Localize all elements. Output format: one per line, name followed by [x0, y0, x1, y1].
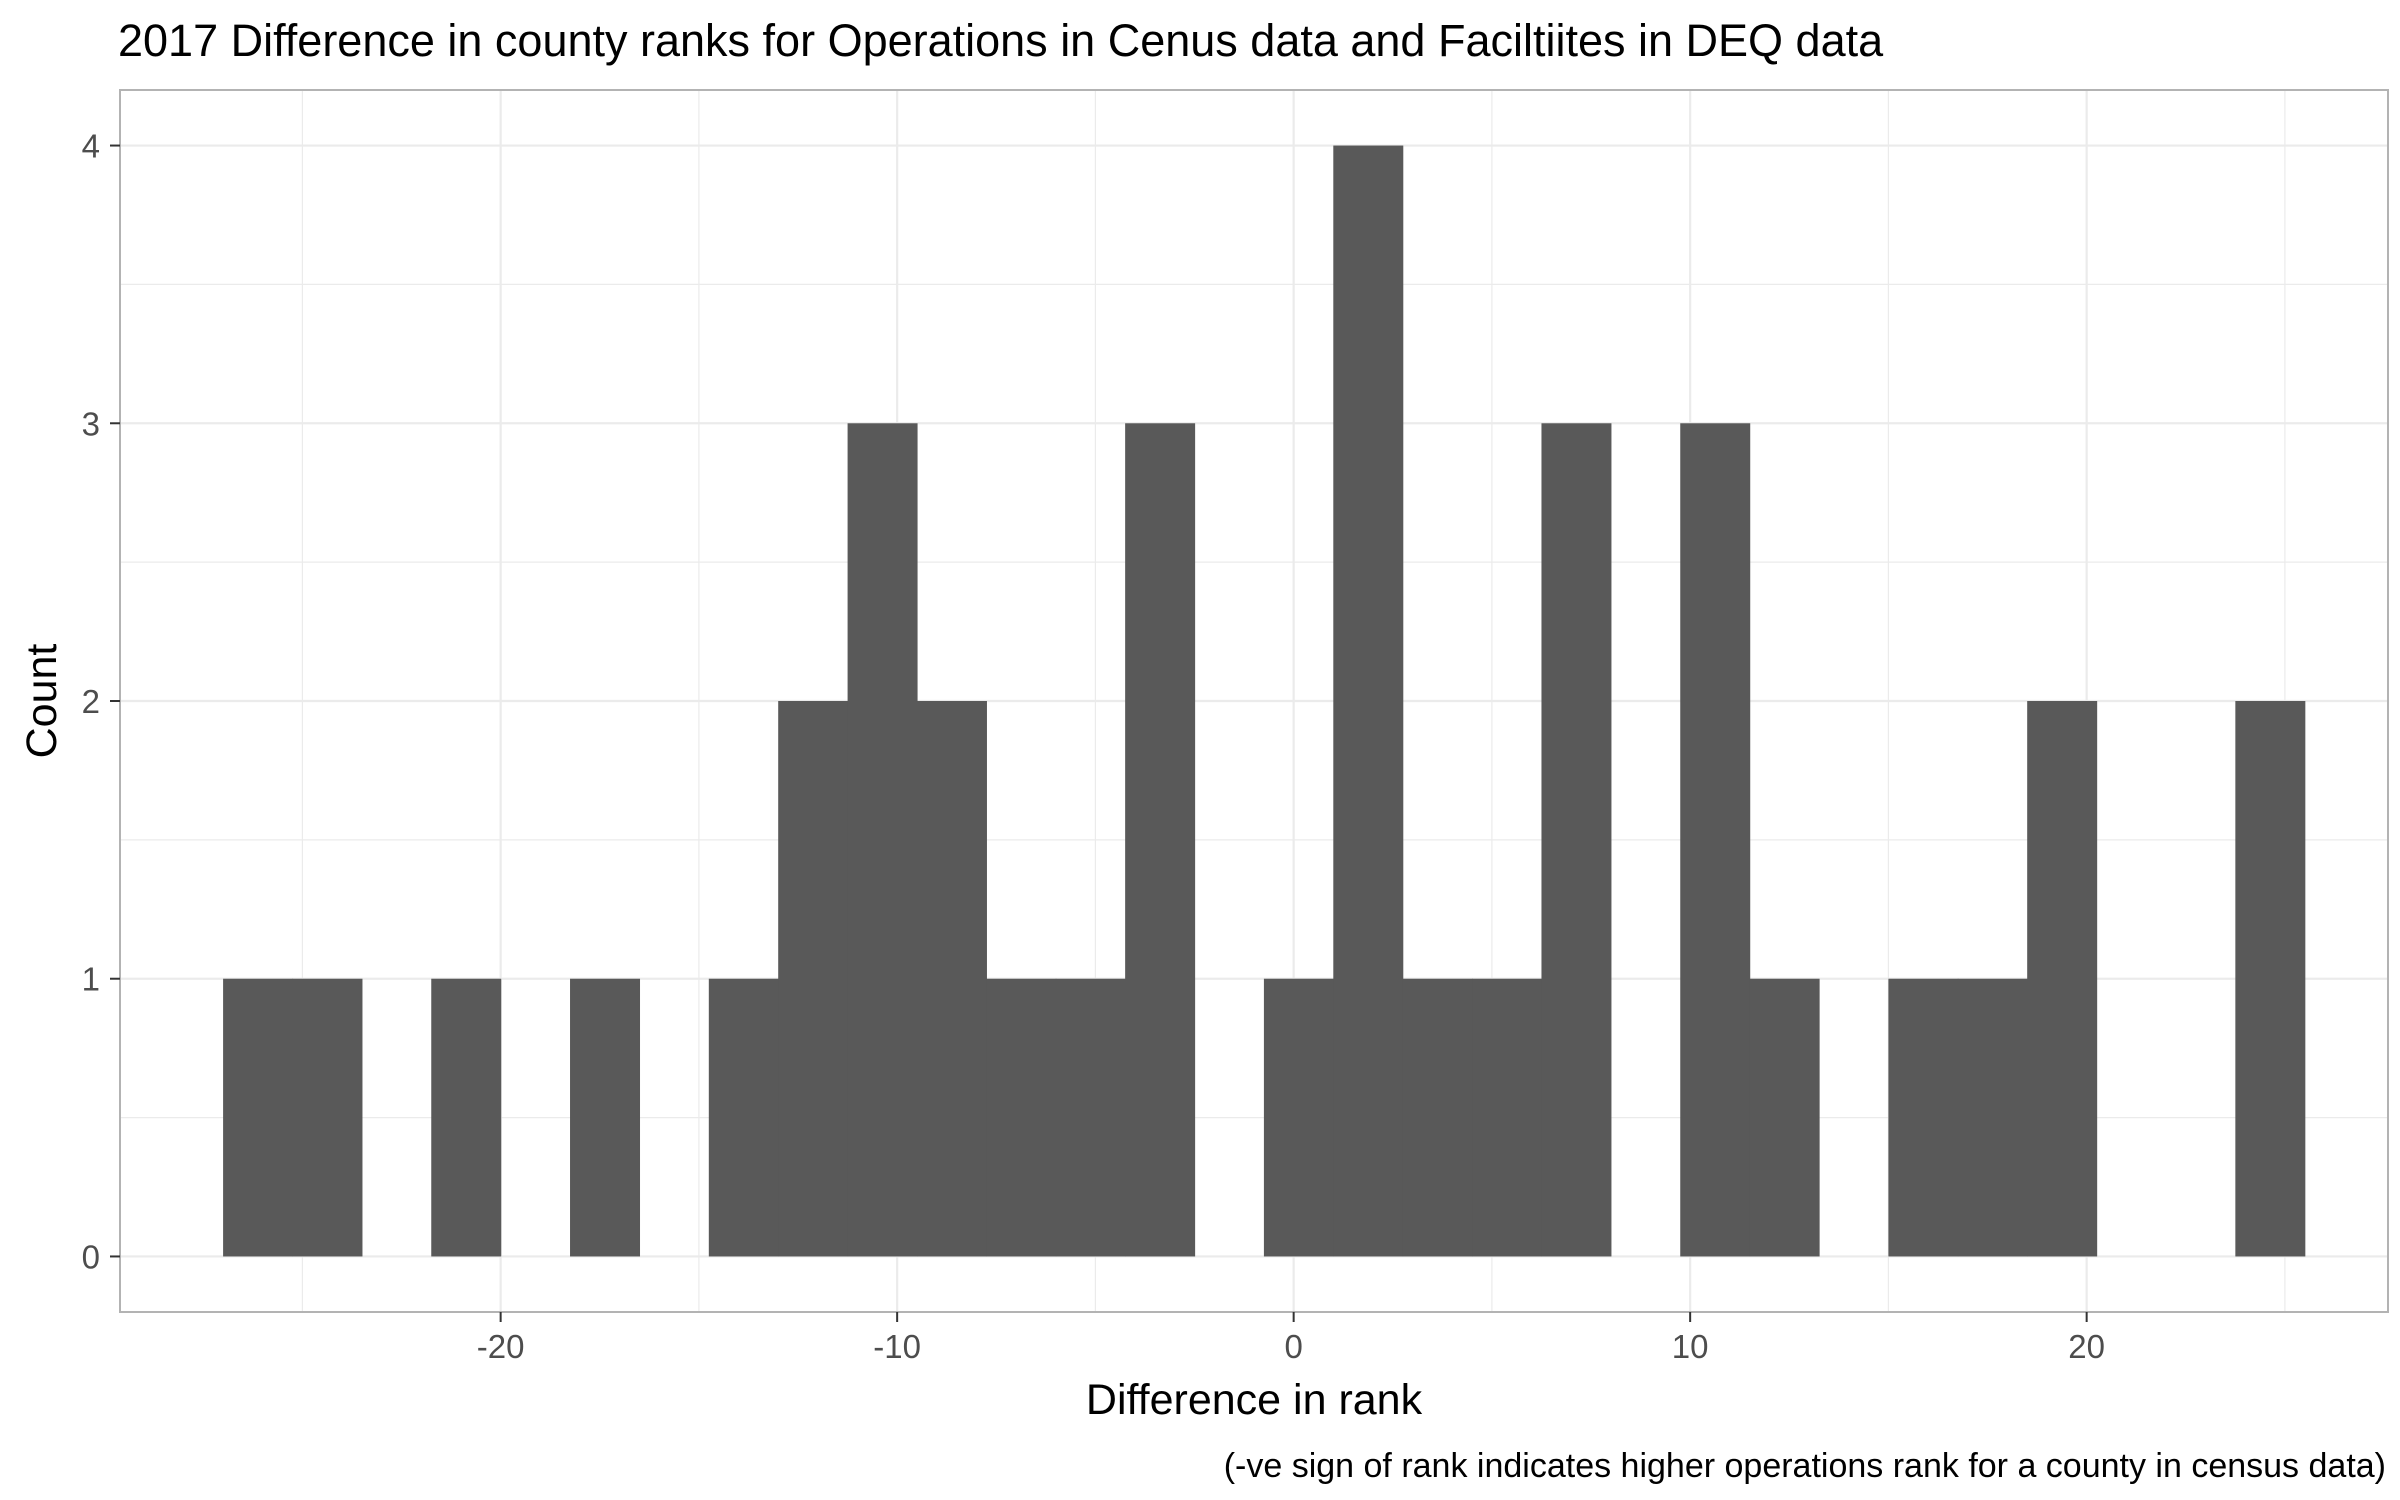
histogram-bar: [1055, 978, 1126, 1257]
x-tick-label: -20: [477, 1328, 525, 1365]
y-axis-ticks: 0 1 2 3 4: [82, 128, 120, 1275]
histogram-bars: [223, 145, 2306, 1257]
histogram-bar: [1125, 423, 1196, 1257]
y-tick-label: 0: [82, 1238, 100, 1275]
plot-panel: [119, 89, 2389, 1313]
histogram-bar: [778, 701, 849, 1257]
histogram-bar: [708, 978, 779, 1257]
histogram-bar: [916, 701, 987, 1257]
chart-caption: (-ve sign of rank indicates higher opera…: [1224, 1447, 2386, 1485]
histogram-bar: [292, 978, 363, 1257]
histogram-bar: [1472, 978, 1543, 1257]
histogram-bar: [1749, 978, 1820, 1257]
histogram-bar: [1680, 423, 1751, 1257]
histogram-bar: [1263, 978, 1334, 1257]
x-tick-label: -10: [873, 1328, 921, 1365]
x-axis-title: Difference in rank: [1086, 1376, 1423, 1424]
y-tick-label: 1: [82, 961, 100, 998]
histogram-bar: [1402, 978, 1473, 1257]
histogram-bar: [1333, 145, 1404, 1257]
histogram-bar: [1888, 978, 1959, 1257]
x-axis-ticks: -20 -10 0 10 20: [477, 1312, 2105, 1365]
y-tick-label: 2: [82, 683, 100, 720]
x-tick-label: 20: [2068, 1328, 2105, 1365]
y-axis-title: Count: [18, 644, 66, 759]
x-tick-label: 10: [1672, 1328, 1709, 1365]
histogram-bar: [223, 978, 294, 1257]
histogram-bar: [2027, 701, 2098, 1257]
histogram-bar: [431, 978, 502, 1257]
histogram-bar: [1957, 978, 2028, 1257]
histogram-bar: [1541, 423, 1612, 1257]
chart-title: 2017 Difference in county ranks for Oper…: [118, 15, 1884, 66]
histogram-bar: [570, 978, 641, 1257]
histogram-bar: [847, 423, 918, 1257]
y-tick-label: 3: [82, 405, 100, 442]
histogram-bar: [2235, 701, 2306, 1257]
x-tick-label: 0: [1284, 1328, 1302, 1365]
histogram-bar: [986, 978, 1057, 1257]
y-tick-label: 4: [82, 128, 100, 165]
